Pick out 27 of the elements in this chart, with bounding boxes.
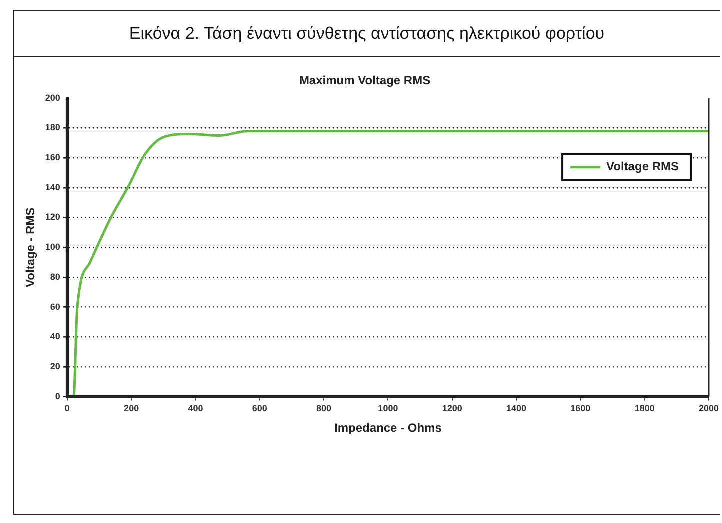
x-tick-label: 1000: [378, 404, 398, 414]
y-axis-title: Voltage - RMS: [24, 208, 38, 288]
x-tick-label: 1600: [570, 404, 591, 414]
y-tick-label: 100: [45, 242, 60, 252]
y-tick-label: 140: [45, 182, 60, 192]
y-tick-label: 200: [45, 92, 60, 103]
legend-label: Voltage RMS: [606, 160, 679, 174]
y-tick-label: 160: [45, 152, 60, 163]
y-tick-label: 80: [50, 272, 60, 282]
x-tick-label: 1400: [506, 404, 527, 414]
x-axis-title: Impedance - Ohms: [334, 421, 442, 436]
y-tick-label: 180: [45, 122, 60, 133]
x-tick-label: 1800: [634, 404, 655, 414]
x-tick-label: 800: [316, 404, 332, 414]
chart-title: Εικόνα 2. Τάση έναντι σύνθετης αντίστασης ηλεκτρικού φορτίου: [14, 11, 720, 57]
chart-subtitle: Maximum Voltage RMS: [299, 74, 431, 88]
x-tick-label: 0: [64, 404, 70, 414]
x-tick-label: 400: [188, 404, 204, 414]
x-tick-label: 600: [252, 404, 268, 414]
x-tick-label: 1200: [442, 404, 462, 414]
y-tick-label: 60: [50, 302, 60, 312]
y-tick-label: 120: [45, 212, 60, 222]
x-tick-label: 2000: [698, 404, 720, 414]
x-tick-label: 200: [124, 404, 140, 414]
y-tick-label: 20: [50, 361, 60, 372]
y-tick-label: 40: [50, 332, 60, 342]
y-tick-label: 0: [55, 391, 60, 402]
